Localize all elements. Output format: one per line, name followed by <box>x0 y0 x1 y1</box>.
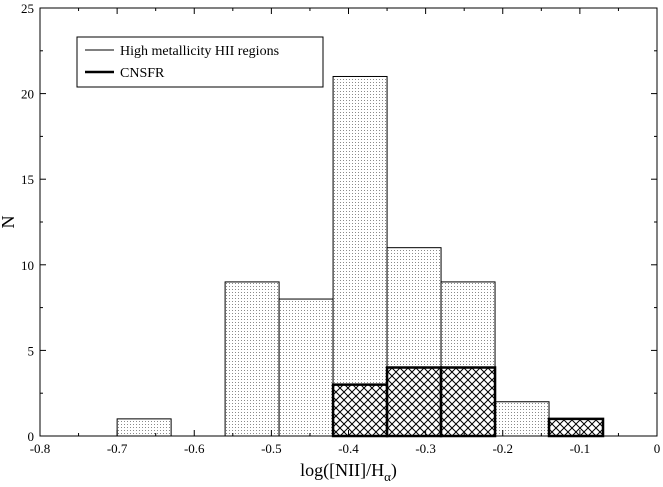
high-metallicity-bar-0 <box>116 418 172 437</box>
x-tick-label: 0 <box>654 441 661 456</box>
cnsfr-bar-1 <box>385 366 443 438</box>
x-tick-label: -0.8 <box>30 441 51 456</box>
y-tick-label: 5 <box>28 343 35 358</box>
high-metallicity-bar-1 <box>224 281 280 437</box>
y-tick-label: 15 <box>21 172 34 187</box>
cnsfr-bar-3 <box>547 417 605 438</box>
x-tick-label: -0.2 <box>492 441 513 456</box>
x-axis-title: log([NII]/Hα) <box>300 460 397 484</box>
x-tick-label: -0.1 <box>570 441 591 456</box>
y-tick-label: 20 <box>21 87 34 102</box>
legend-label-high-metallicity: High metallicity HII regions <box>120 44 279 59</box>
y-tick-label: 25 <box>21 1 34 16</box>
y-axis-ticks: 0 5 10 15 20 25 <box>21 1 657 444</box>
x-tick-label: -0.3 <box>415 441 436 456</box>
cnsfr-bar-2 <box>439 366 497 438</box>
x-axis-ticks: -0.8 -0.7 -0.6 -0.5 -0.4 -0.3 -0.2 -0.1 0 <box>30 8 661 456</box>
x-tick-label: -0.6 <box>184 441 205 456</box>
series-high-metallicity-bars <box>116 75 604 437</box>
legend: High metallicity HII regions CNSFR <box>76 36 324 88</box>
x-tick-label: -0.5 <box>261 441 282 456</box>
y-tick-label: 10 <box>21 258 34 273</box>
y-axis-title: N <box>0 216 18 229</box>
legend-label-cnsfr: CNSFR <box>120 66 165 81</box>
y-tick-label: 0 <box>28 429 35 444</box>
legend-box <box>76 36 324 88</box>
high-metallicity-bar-2 <box>278 298 334 437</box>
x-tick-label: -0.4 <box>338 441 359 456</box>
x-tick-label: -0.7 <box>107 441 128 456</box>
high-metallicity-bar-3 <box>332 75 388 437</box>
cnsfr-bar-0 <box>331 383 389 438</box>
